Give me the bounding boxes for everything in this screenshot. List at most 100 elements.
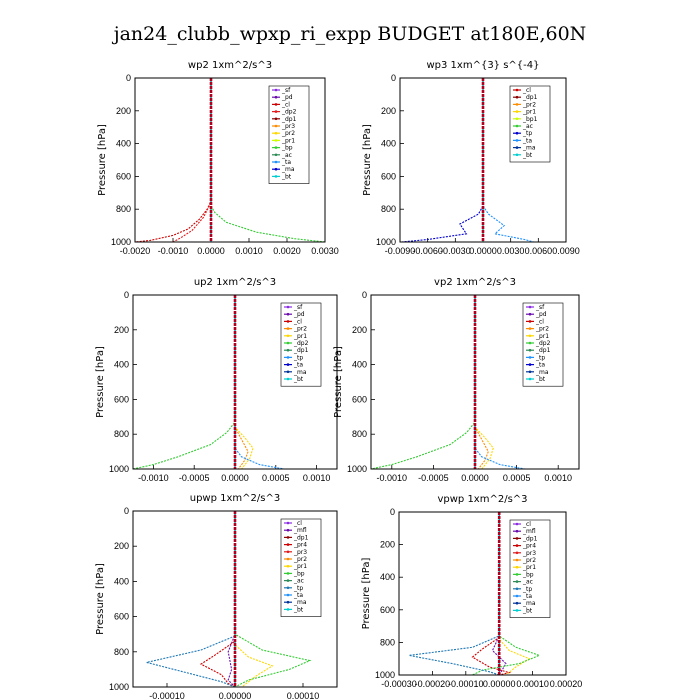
y-tick-label: 800 (114, 429, 129, 439)
y-axis-label: Pressure [hPa] (95, 346, 106, 418)
legend-marker (286, 521, 290, 525)
legend-entry: _bt (281, 173, 292, 180)
legend-marker (515, 580, 519, 583)
series-line-pr2 (234, 295, 249, 469)
legend-entry: _cl (535, 318, 544, 325)
legend-entry: _pr1 (293, 333, 307, 340)
legend-entry: _dp2 (293, 340, 309, 347)
legend-entry: _pr1 (522, 564, 536, 571)
series-line-pr2 (474, 295, 489, 469)
legend-marker (515, 558, 519, 562)
y-tick-label: 800 (380, 637, 395, 647)
legend-marker (274, 167, 278, 171)
legend-marker (515, 594, 519, 598)
y-tick-label: 0 (124, 506, 129, 516)
legend-marker (274, 103, 278, 106)
x-tick-label: 0.0010 (544, 473, 572, 483)
legend-marker (286, 586, 290, 590)
plot-frame (132, 294, 338, 470)
legend-marker (286, 341, 290, 345)
legend-marker (274, 139, 278, 142)
legend-entry: _sf (293, 304, 303, 311)
series-line-ta (482, 78, 534, 242)
y-tick-label: 0 (362, 290, 367, 300)
legend-entry: _pr4 (293, 542, 307, 549)
y-tick-label: 600 (380, 605, 395, 615)
y-tick-label: 1000 (375, 670, 395, 680)
legend-entry: _pr1 (522, 109, 536, 116)
y-tick-label: 200 (114, 325, 129, 335)
x-tick-label: -0.0060 (412, 246, 443, 256)
legend-marker (528, 377, 532, 381)
legend-entry: _pr2 (522, 101, 536, 108)
y-tick-label: 800 (116, 204, 131, 214)
y-tick-label: 600 (352, 394, 367, 404)
legend-entry: _bp1 (522, 116, 538, 123)
legend-entry: _ta (293, 362, 303, 369)
legend-marker (286, 528, 290, 532)
y-tick-label: 400 (114, 360, 129, 370)
legend-marker (528, 320, 532, 323)
legend: _cl_mfl_dp1_pr4_pr3_pr2_pr1_bp_ac_tp_ta_… (280, 518, 322, 617)
legend-marker (515, 529, 519, 533)
panel-title: wp2 1xm^2/s^3 (188, 60, 272, 71)
y-axis-label: Pressure [hPa] (362, 124, 373, 196)
x-tick-label: 0.0000 (469, 246, 497, 256)
legend-entry: _ta (522, 593, 532, 600)
legend-marker (286, 377, 290, 381)
y-tick-label: 0 (391, 73, 396, 83)
legend-marker (286, 334, 290, 338)
legend-marker (528, 341, 532, 345)
panel-title: wp3 1xm^{3} s^{-4} (426, 60, 539, 71)
panels: wp2 1xm^2/s^3 Pressure [hPa] 0 200 400 600 800… (95, 60, 582, 700)
legend-entry: _pr1 (293, 563, 307, 570)
legend-entry: _pr2 (293, 556, 307, 563)
legend-marker (515, 139, 519, 142)
legend-marker (515, 565, 519, 569)
legend-entry: _pr3 (293, 549, 307, 556)
legend-marker (286, 593, 290, 597)
legend-marker (274, 110, 278, 113)
legend-marker (528, 356, 532, 359)
series-group (146, 511, 312, 687)
legend-marker (515, 131, 519, 135)
series-group (401, 78, 534, 242)
x-tick-label: -0.00010 (448, 679, 484, 689)
x-tick-label: -0.0030 (440, 246, 471, 256)
y-tick-label: 600 (114, 612, 129, 622)
y-tick-label: 800 (352, 429, 367, 439)
legend-marker (274, 124, 278, 128)
x-tick-label: 0.0000 (197, 246, 225, 256)
legend-marker (515, 146, 519, 149)
legend-entry: _sf (281, 87, 291, 94)
legend-marker (515, 587, 519, 591)
legend-entry: _bp (522, 571, 534, 578)
x-tick-label: -0.0005 (179, 473, 210, 483)
legend-box (509, 519, 551, 618)
legend-entry: _dp1 (522, 94, 538, 101)
legend-entry: _pr3 (281, 123, 295, 130)
x-tick-label: 0.00010 (287, 691, 320, 700)
legend-entry: _cl (293, 318, 302, 325)
legend-marker (286, 370, 290, 374)
legend-marker (515, 88, 519, 92)
legend-entry: _pr1 (535, 333, 549, 340)
panel-4: vp2 1xm^2/s^3 Pressure [hPa] 0 200 400 600 800… (333, 277, 580, 483)
y-tick-label: 400 (352, 360, 367, 370)
legend-marker (274, 160, 278, 164)
legend-marker (286, 327, 290, 330)
series-line-pr1 (234, 295, 254, 469)
legend-marker (528, 363, 532, 366)
legend-marker (515, 573, 519, 576)
legend-entry: _pr1 (281, 137, 295, 144)
legend-marker (286, 572, 290, 575)
x-tick-label: 0.0000 (461, 473, 489, 483)
legend-marker (515, 95, 519, 99)
legend: _sf_pd_cl_dp2_dp1_pr3_pr2_pr1_bp_ac_ta_m… (268, 85, 310, 184)
legend-entry: _pr2 (281, 130, 295, 137)
y-tick-label: 800 (381, 204, 396, 214)
legend-box (280, 518, 322, 617)
legend-marker (286, 543, 290, 546)
legend-entry: _tp (293, 354, 303, 361)
y-tick-label: 200 (352, 325, 367, 335)
